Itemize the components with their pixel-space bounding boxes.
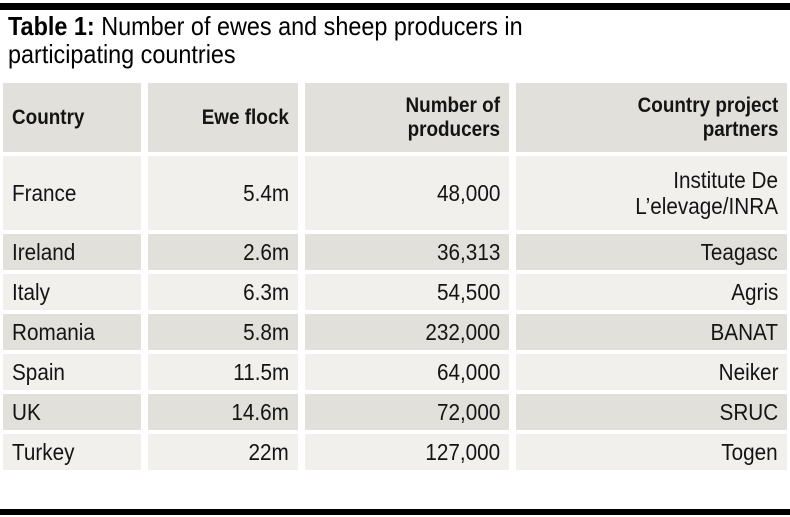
cell-ireland-ewe-flock: 2.6m	[148, 234, 298, 270]
cell-turkey-producers: 127,000	[305, 434, 509, 470]
table-title-line-1: Table 1: Number of ewes and sheep produc…	[8, 12, 580, 40]
cell-ireland-partners: Teagasc	[516, 234, 787, 270]
cell-romania-partners: BANAT	[516, 314, 787, 350]
cell-italy-country: Italy	[3, 274, 141, 310]
table-row-uk: UK 14.6m 72,000 SRUC	[3, 394, 787, 430]
column-header-ewe-flock: Ewe flock	[148, 83, 298, 152]
table-row-ireland: Ireland 2.6m 36,313 Teagasc	[3, 234, 787, 270]
table-header-row: Country Ewe flock Number of producers Countr…	[3, 83, 787, 152]
cell-uk-country: UK	[3, 394, 141, 430]
table-row-spain: Spain 11.5m 64,000 Neiker	[3, 354, 787, 390]
table-title-prefix: Table 1:	[8, 11, 95, 41]
cell-uk-partners: SRUC	[516, 394, 787, 430]
cell-italy-partners: Agris	[516, 274, 787, 310]
column-header-producers: Number of producers	[305, 83, 509, 152]
cell-italy-ewe-flock: 6.3m	[148, 274, 298, 310]
top-rule	[0, 3, 790, 10]
cell-spain-country: Spain	[3, 354, 141, 390]
cell-france-producers: 48,000	[305, 156, 509, 230]
table-row-italy: Italy 6.3m 54,500 Agris	[3, 274, 787, 310]
table-title: Table 1: Number of ewes and sheep produc…	[8, 12, 580, 68]
cell-spain-producers: 64,000	[305, 354, 509, 390]
cell-spain-ewe-flock: 11.5m	[148, 354, 298, 390]
table-title-line-2: participating countries	[8, 39, 236, 69]
cell-france-ewe-flock: 5.4m	[148, 156, 298, 230]
cell-spain-partners: Neiker	[516, 354, 787, 390]
cell-uk-ewe-flock: 14.6m	[148, 394, 298, 430]
cell-ireland-country: Ireland	[3, 234, 141, 270]
cell-romania-ewe-flock: 5.8m	[148, 314, 298, 350]
cell-france-country: France	[3, 156, 141, 230]
table-title-text: Number of ewes and sheep producers in	[101, 11, 523, 41]
cell-romania-producers: 232,000	[305, 314, 509, 350]
cell-ireland-producers: 36,313	[305, 234, 509, 270]
table-body: France 5.4m 48,000 Institute De L’elevage/I…	[3, 156, 787, 470]
bottom-rule	[0, 509, 790, 515]
cell-italy-producers: 54,500	[305, 274, 509, 310]
cell-turkey-country: Turkey	[3, 434, 141, 470]
cell-turkey-partners: Togen	[516, 434, 787, 470]
column-header-country: Country	[3, 83, 141, 152]
table-row-turkey: Turkey 22m 127,000 Togen	[3, 434, 787, 470]
cell-uk-producers: 72,000	[305, 394, 509, 430]
cell-turkey-ewe-flock: 22m	[148, 434, 298, 470]
column-header-partners: Country project partners	[516, 83, 787, 152]
cell-romania-country: Romania	[3, 314, 141, 350]
cell-france-partners: Institute De L’elevage/INRA	[516, 156, 787, 230]
data-table: Country Ewe flock Number of producers Countr…	[3, 83, 787, 470]
table-row-france: France 5.4m 48,000 Institute De L’elevage/I…	[3, 156, 787, 230]
table-row-romania: Romania 5.8m 232,000 BANAT	[3, 314, 787, 350]
